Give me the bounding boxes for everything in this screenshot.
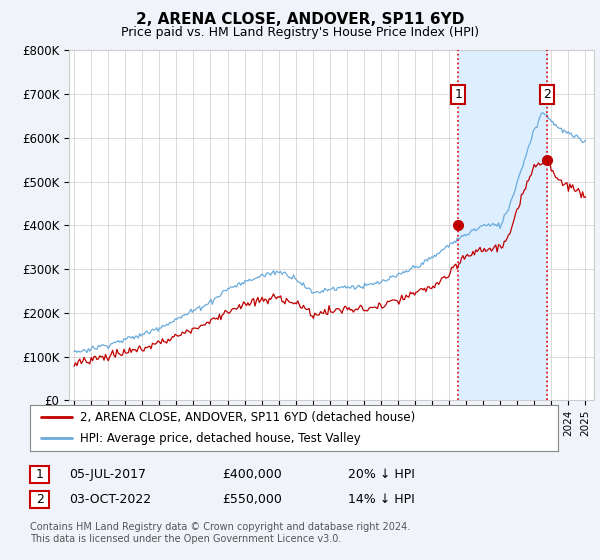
- Text: £400,000: £400,000: [222, 468, 282, 481]
- Text: 14% ↓ HPI: 14% ↓ HPI: [348, 493, 415, 506]
- Text: 2: 2: [35, 493, 44, 506]
- Text: 2: 2: [543, 88, 551, 101]
- Text: HPI: Average price, detached house, Test Valley: HPI: Average price, detached house, Test…: [80, 432, 361, 445]
- Text: 03-OCT-2022: 03-OCT-2022: [69, 493, 151, 506]
- Text: 2, ARENA CLOSE, ANDOVER, SP11 6YD (detached house): 2, ARENA CLOSE, ANDOVER, SP11 6YD (detac…: [80, 411, 415, 424]
- Bar: [458, 50, 547, 400]
- Text: 20% ↓ HPI: 20% ↓ HPI: [348, 468, 415, 481]
- Text: 1: 1: [35, 468, 44, 481]
- Text: 2, ARENA CLOSE, ANDOVER, SP11 6YD: 2, ARENA CLOSE, ANDOVER, SP11 6YD: [136, 12, 464, 27]
- Text: 05-JUL-2017: 05-JUL-2017: [69, 468, 146, 481]
- Text: 1: 1: [454, 88, 462, 101]
- Text: £550,000: £550,000: [222, 493, 282, 506]
- Text: Contains HM Land Registry data © Crown copyright and database right 2024.
This d: Contains HM Land Registry data © Crown c…: [30, 522, 410, 544]
- Text: Price paid vs. HM Land Registry's House Price Index (HPI): Price paid vs. HM Land Registry's House …: [121, 26, 479, 39]
